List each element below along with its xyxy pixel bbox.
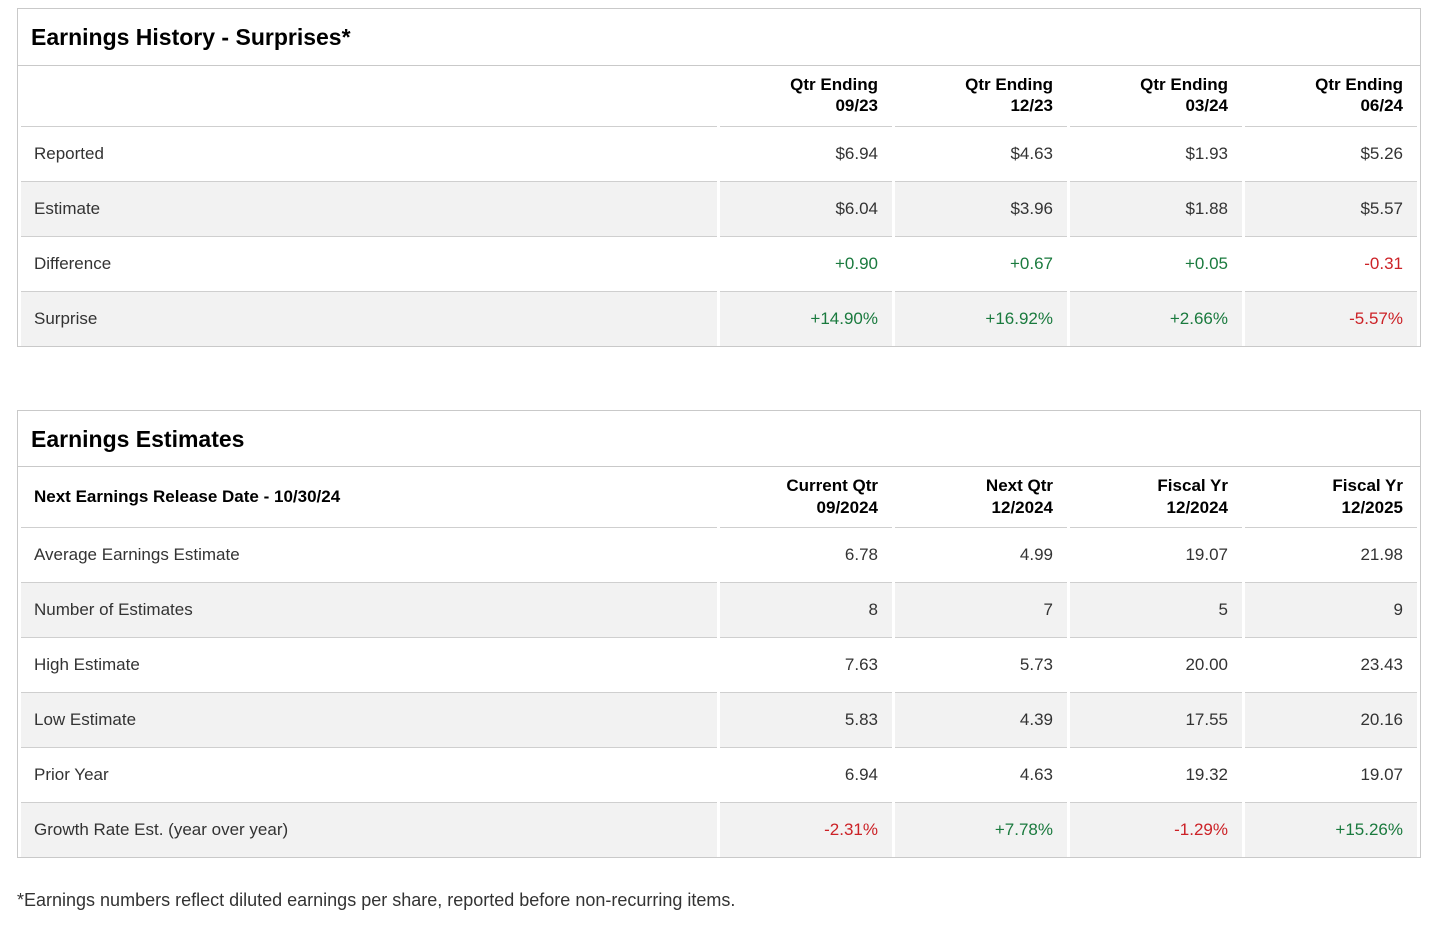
cell-value: $1.88 bbox=[1070, 182, 1242, 237]
earnings-history-title: Earnings History - Surprises* bbox=[18, 9, 1420, 66]
row-label: Reported bbox=[21, 127, 717, 182]
cell-value: $4.63 bbox=[895, 127, 1067, 182]
row-label: High Estimate bbox=[21, 638, 717, 694]
estimates-column-header: Fiscal Yr 12/2025 bbox=[1245, 467, 1417, 529]
earnings-estimates-panel: Earnings Estimates Next Earnings Release… bbox=[17, 409, 1421, 859]
table-row: High Estimate 7.63 5.73 20.00 23.43 bbox=[21, 638, 1417, 694]
cell-value: $6.04 bbox=[720, 182, 892, 237]
earnings-history-header-row: Qtr Ending 09/23 Qtr Ending 12/23 Qtr Endi… bbox=[21, 66, 1417, 127]
cell-value: 8 bbox=[720, 583, 892, 639]
row-label: Difference bbox=[21, 237, 717, 292]
row-label: Average Earnings Estimate bbox=[21, 528, 717, 584]
history-column-header: Qtr Ending 03/24 bbox=[1070, 66, 1242, 127]
earnings-history-panel: Earnings History - Surprises* Qtr Ending… bbox=[17, 8, 1421, 347]
earnings-history-table: Qtr Ending 09/23 Qtr Ending 12/23 Qtr Endi… bbox=[18, 66, 1420, 346]
cell-value: 17.55 bbox=[1070, 693, 1242, 749]
cell-value: 6.78 bbox=[720, 528, 892, 584]
cell-value: -1.29% bbox=[1174, 820, 1228, 840]
cell-value: 4.99 bbox=[895, 528, 1067, 584]
cell-value: $6.94 bbox=[720, 127, 892, 182]
row-label: Growth Rate Est. (year over year) bbox=[34, 820, 289, 840]
cell-value: 7.63 bbox=[720, 638, 892, 694]
cell-value: +14.90% bbox=[810, 308, 878, 328]
cell-value: -0.31 bbox=[1245, 237, 1417, 292]
cell-value: $3.96 bbox=[895, 182, 1067, 237]
cell-value: 19.32 bbox=[1070, 748, 1242, 804]
cell-value: 19.07 bbox=[1245, 748, 1417, 804]
table-row: Low Estimate 5.83 4.39 17.55 20.16 bbox=[21, 693, 1417, 749]
row-label: Number of Estimates bbox=[21, 583, 717, 639]
cell-value: 7 bbox=[895, 583, 1067, 639]
row-label: Low Estimate bbox=[21, 693, 717, 749]
cell-value: +0.05 bbox=[1070, 237, 1242, 292]
cell-value: 5.73 bbox=[895, 638, 1067, 694]
estimates-corner-header: Next Earnings Release Date - 10/30/24 bbox=[21, 467, 717, 529]
cell-value: 4.39 bbox=[895, 693, 1067, 749]
cell-value: +7.78% bbox=[994, 820, 1053, 840]
table-row: Estimate $6.04 $3.96 $1.88 $5.57 bbox=[21, 181, 1417, 237]
cell-value: 20.00 bbox=[1070, 638, 1242, 694]
row-label: Estimate bbox=[21, 182, 717, 237]
cell-value: 19.07 bbox=[1070, 528, 1242, 584]
earnings-estimates-table: Next Earnings Release Date - 10/30/24 Cur… bbox=[18, 467, 1420, 858]
cell-value: +2.66% bbox=[1169, 308, 1228, 328]
table-row: Prior Year 6.94 4.63 19.32 19.07 bbox=[21, 748, 1417, 804]
cell-value: 5 bbox=[1070, 583, 1242, 639]
cell-value: +16.92% bbox=[985, 308, 1053, 328]
table-row: Difference +0.90 +0.67 +0.05 -0.31 bbox=[21, 237, 1417, 292]
earnings-estimates-title: Earnings Estimates bbox=[18, 411, 1420, 468]
history-column-header: Qtr Ending 12/23 bbox=[895, 66, 1067, 127]
estimates-column-header: Next Qtr 12/2024 bbox=[895, 467, 1067, 529]
earnings-estimates-header-row: Next Earnings Release Date - 10/30/24 Cur… bbox=[21, 467, 1417, 529]
cell-value: $5.57 bbox=[1245, 182, 1417, 237]
row-label: Surprise bbox=[34, 308, 98, 328]
row-label: Prior Year bbox=[21, 748, 717, 804]
cell-value: $1.93 bbox=[1070, 127, 1242, 182]
history-column-header: Qtr Ending 09/23 bbox=[720, 66, 892, 127]
cell-value: -5.57% bbox=[1349, 308, 1403, 328]
estimates-column-header: Current Qtr 09/2024 bbox=[720, 467, 892, 529]
cell-value: 21.98 bbox=[1245, 528, 1417, 584]
cell-value: 9 bbox=[1245, 583, 1417, 639]
cell-value: +15.26% bbox=[1335, 820, 1403, 840]
cell-value: 23.43 bbox=[1245, 638, 1417, 694]
cell-value: $5.26 bbox=[1245, 127, 1417, 182]
earnings-footnote: *Earnings numbers reflect diluted earnin… bbox=[17, 890, 736, 911]
table-row: Reported $6.94 $4.63 $1.93 $5.26 bbox=[21, 127, 1417, 182]
cell-value: +0.90 bbox=[720, 237, 892, 292]
cell-value: -2.31% bbox=[824, 820, 878, 840]
cell-value: 5.83 bbox=[720, 693, 892, 749]
table-row: Surprise +14.90% +16.92% +2.66% -5.57% bbox=[21, 291, 1417, 346]
cell-value: 4.63 bbox=[895, 748, 1067, 804]
history-corner-header bbox=[21, 66, 717, 127]
table-row: Average Earnings Estimate 6.78 4.99 19.07 21… bbox=[21, 528, 1417, 584]
cell-value: 6.94 bbox=[720, 748, 892, 804]
cell-value: 20.16 bbox=[1245, 693, 1417, 749]
history-column-header: Qtr Ending 06/24 bbox=[1245, 66, 1417, 127]
cell-value: +0.67 bbox=[895, 237, 1067, 292]
table-row: Growth Rate Est. (year over year) -2.31% +… bbox=[21, 803, 1417, 858]
table-row: Number of Estimates 8 7 5 9 bbox=[21, 583, 1417, 639]
estimates-column-header: Fiscal Yr 12/2024 bbox=[1070, 467, 1242, 529]
